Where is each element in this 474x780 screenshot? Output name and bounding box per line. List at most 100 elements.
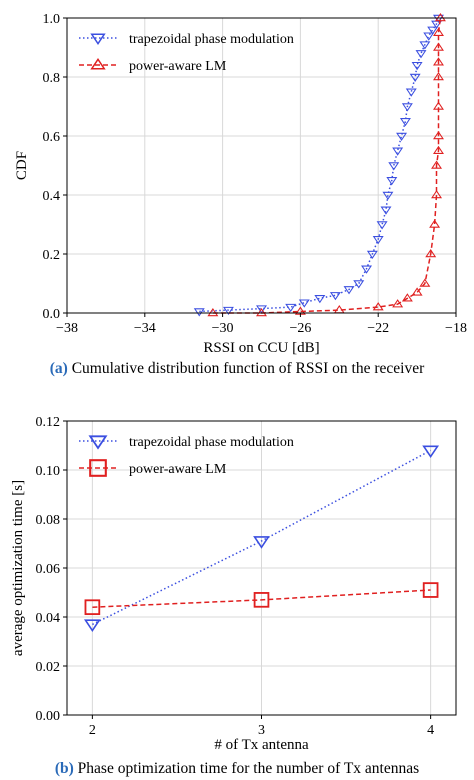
chart1-series-1-point-18 bbox=[396, 132, 408, 141]
chart2-series-2-point-2 bbox=[422, 582, 439, 598]
chart2-ytick-label-2: 0.04 bbox=[36, 611, 61, 626]
chart1-series-2-point-19 bbox=[433, 27, 444, 36]
chart1-xlabel: RSSI on CCU [dB] bbox=[203, 340, 319, 356]
chart1-series-1-point-14 bbox=[382, 191, 394, 200]
chart1-series-1-point-17 bbox=[392, 147, 404, 156]
chart1-series-1-point-12 bbox=[376, 221, 388, 230]
chart1-ytick-label-5: 1.0 bbox=[43, 12, 61, 27]
chart1-series-2-point-9 bbox=[425, 249, 437, 258]
chart1-series-1-point-15 bbox=[386, 177, 398, 186]
chart1-ytick-label-0: 0.0 bbox=[43, 307, 61, 322]
chart2-series-1-point-2 bbox=[422, 445, 440, 459]
chart1-series-2-point-1 bbox=[256, 308, 267, 317]
caption-b-text: Phase optimization time for the number o… bbox=[73, 760, 420, 777]
chart1-legend-2-marker bbox=[90, 58, 106, 70]
chart1-series-1-point-3 bbox=[285, 303, 297, 313]
chart1-series-1-point-4 bbox=[298, 299, 310, 308]
caption-b: (b) Phase optimization time for the numb… bbox=[0, 760, 474, 778]
chart1-xtick-label-3: −26 bbox=[289, 321, 311, 336]
chart1-series-2-point-13 bbox=[433, 145, 444, 154]
chart2-ylabel: average optimization time [s] bbox=[10, 480, 26, 656]
chart1-series-1-point-27 bbox=[427, 26, 439, 35]
caption-b-tag: (b) bbox=[54, 760, 74, 777]
chart1-series-1-point-23 bbox=[411, 61, 423, 71]
chart1-xtick-label-0: −38 bbox=[56, 321, 78, 336]
chart1-series-2-point-15 bbox=[433, 101, 444, 110]
chart1-series-1-point-6 bbox=[329, 292, 341, 301]
chart1-series-2-point-17 bbox=[433, 57, 444, 66]
chart2-xtick-label-0: 2 bbox=[89, 723, 96, 738]
chart1-xtick-label-2: −30 bbox=[212, 321, 234, 336]
chart2-ytick-label-4: 0.08 bbox=[36, 513, 61, 528]
chart1-series-1-point-8 bbox=[353, 280, 365, 289]
chart1-legend-2-label: power-aware LM bbox=[129, 59, 227, 74]
caption-a-tag: (a) bbox=[49, 360, 68, 377]
chart1-frame bbox=[66, 17, 457, 314]
chart2-series-2-point-1 bbox=[253, 592, 270, 608]
chart1-ytick-label-4: 0.8 bbox=[43, 71, 61, 86]
caption-a-text: Cumulative distribution function of RSSI… bbox=[67, 360, 425, 377]
chart1-series-2-point-20 bbox=[434, 13, 446, 22]
chart1-series-1-point-1 bbox=[222, 306, 234, 316]
chart2-ytick-label-1: 0.02 bbox=[36, 660, 61, 675]
chart1-legend-1-marker bbox=[90, 33, 106, 45]
chart1-series-1-point-25 bbox=[419, 41, 431, 50]
chart1-legend-1-label: trapezoidal phase modulation bbox=[129, 32, 294, 47]
chart1-series-1-point-10 bbox=[366, 250, 378, 259]
chart2-series-2-line bbox=[92, 589, 431, 608]
chart1-series-1-point-21 bbox=[405, 88, 417, 97]
chart1-series-1-point-13 bbox=[380, 206, 392, 215]
chart2-ytick-label-6: 0.12 bbox=[36, 415, 61, 430]
chart1-ylabel: CDF bbox=[14, 151, 30, 180]
chart1-series-1-point-5 bbox=[314, 295, 326, 304]
chart1-series-2-line bbox=[212, 17, 442, 314]
chart1-series-2-point-8 bbox=[419, 278, 431, 287]
chart1-ytick-label-3: 0.6 bbox=[43, 130, 61, 145]
chart2-xlabel: # of Tx antenna bbox=[214, 737, 309, 753]
chart1-xtick-label-4: −22 bbox=[367, 321, 389, 336]
chart1-series-1-line bbox=[199, 17, 440, 313]
chart2-legend-1-label: trapezoidal phase modulation bbox=[129, 435, 294, 450]
chart1-series-1-point-19 bbox=[399, 118, 411, 127]
chart1-series-1-point-7 bbox=[343, 286, 355, 295]
chart1-series-2-point-14 bbox=[433, 131, 444, 140]
chart1-series-2-point-16 bbox=[433, 72, 444, 81]
chart1-series-1-point-9 bbox=[361, 265, 373, 274]
chart1-series-1-point-2 bbox=[256, 305, 267, 314]
chart1-series-1-point-0 bbox=[193, 308, 205, 317]
chart1-series-1-point-29 bbox=[433, 14, 444, 23]
chart2-series-1-point-0 bbox=[83, 619, 101, 633]
chart2-ytick-label-0: 0.00 bbox=[36, 709, 61, 724]
chart1-series-2-point-5 bbox=[392, 299, 404, 308]
chart2-ytick-label-5: 0.10 bbox=[36, 464, 61, 479]
chart1-xtick-label-5: −18 bbox=[445, 321, 467, 336]
chart1-series-1-point-11 bbox=[372, 236, 384, 245]
chart1-series-2-point-10 bbox=[429, 219, 441, 228]
chart1-xtick-label-1: −34 bbox=[134, 321, 156, 336]
caption-a: (a) Cumulative distribution function of … bbox=[0, 360, 474, 378]
chart1-ytick-label-1: 0.2 bbox=[43, 248, 61, 263]
chart2-series-2-point-0 bbox=[84, 599, 101, 616]
chart2-series-1-point-1 bbox=[253, 536, 270, 549]
chart2-legend-1-marker bbox=[88, 435, 108, 450]
chart1-series-2-point-4 bbox=[372, 302, 384, 311]
chart2-legend-2-label: power-aware LM bbox=[129, 462, 227, 477]
chart1-series-1-point-24 bbox=[415, 50, 427, 59]
chart2-legend-2-marker bbox=[89, 459, 107, 477]
chart1-series-2-point-6 bbox=[401, 293, 413, 302]
chart1-series-1-point-20 bbox=[401, 103, 413, 112]
chart2-xtick-label-1: 3 bbox=[258, 723, 265, 738]
chart1-series-2-point-7 bbox=[411, 287, 423, 296]
chart1-series-2-point-0 bbox=[207, 308, 219, 317]
chart1-series-2-point-11 bbox=[431, 190, 443, 199]
chart1-series-1-point-26 bbox=[423, 32, 435, 41]
chart1-series-2-point-18 bbox=[433, 42, 444, 51]
chart2-series-1-line bbox=[92, 449, 431, 626]
chart2-xtick-label-2: 4 bbox=[427, 723, 434, 738]
chart2-ytick-label-3: 0.06 bbox=[36, 562, 61, 577]
chart1-series-1-point-22 bbox=[409, 73, 421, 82]
chart1-series-2-point-12 bbox=[431, 160, 443, 169]
chart1-ytick-label-2: 0.4 bbox=[43, 189, 61, 204]
chart1-series-1-point-16 bbox=[388, 162, 400, 171]
